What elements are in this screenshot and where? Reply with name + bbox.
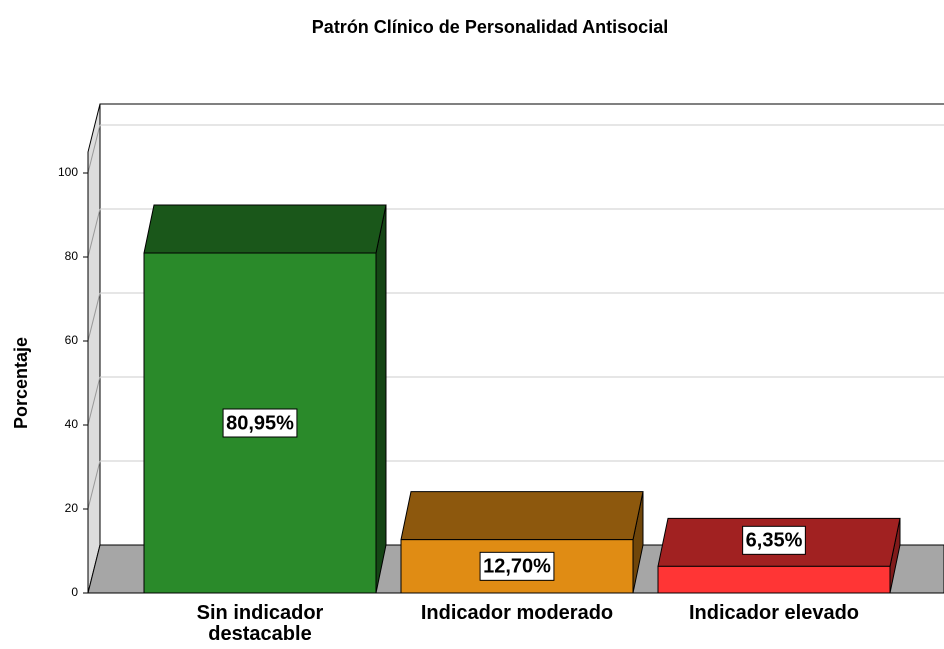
grid-line: [87, 292, 101, 342]
x-tick-label: Sin indicador destacable: [196, 602, 324, 645]
bar: [657, 565, 891, 594]
grid-line: [87, 208, 101, 258]
bar-top: [143, 204, 387, 254]
y-tick-label: 20: [65, 501, 79, 515]
y-tick-label: 40: [65, 417, 79, 431]
value-label-box: [742, 525, 806, 555]
y-axis-label: Porcentaje: [11, 337, 31, 429]
y-tick-label: 80: [65, 249, 79, 263]
grid-line: [87, 460, 101, 510]
bar-side: [375, 204, 387, 594]
chart-title: Patrón Clínico de Personalidad Antisocia…: [312, 17, 668, 37]
x-tick-label: Indicador moderado: [420, 602, 614, 624]
value-label: 12,70%: [483, 556, 551, 578]
y-tick-label: 0: [71, 585, 78, 599]
y-tick-label: 60: [65, 333, 79, 347]
left-wall: [87, 103, 101, 594]
value-label: 6,35%: [746, 530, 803, 552]
x-tick-label: Indicador elevado: [688, 602, 860, 624]
bar-top: [400, 491, 644, 541]
back-wall-edge: [99, 103, 944, 545]
grid-line: [87, 376, 101, 426]
y-tick-label: 100: [58, 165, 78, 179]
value-label: 80,95%: [226, 412, 294, 434]
grid-line: [87, 124, 101, 174]
value-label-box: [222, 408, 298, 438]
value-label-box: [479, 551, 555, 581]
